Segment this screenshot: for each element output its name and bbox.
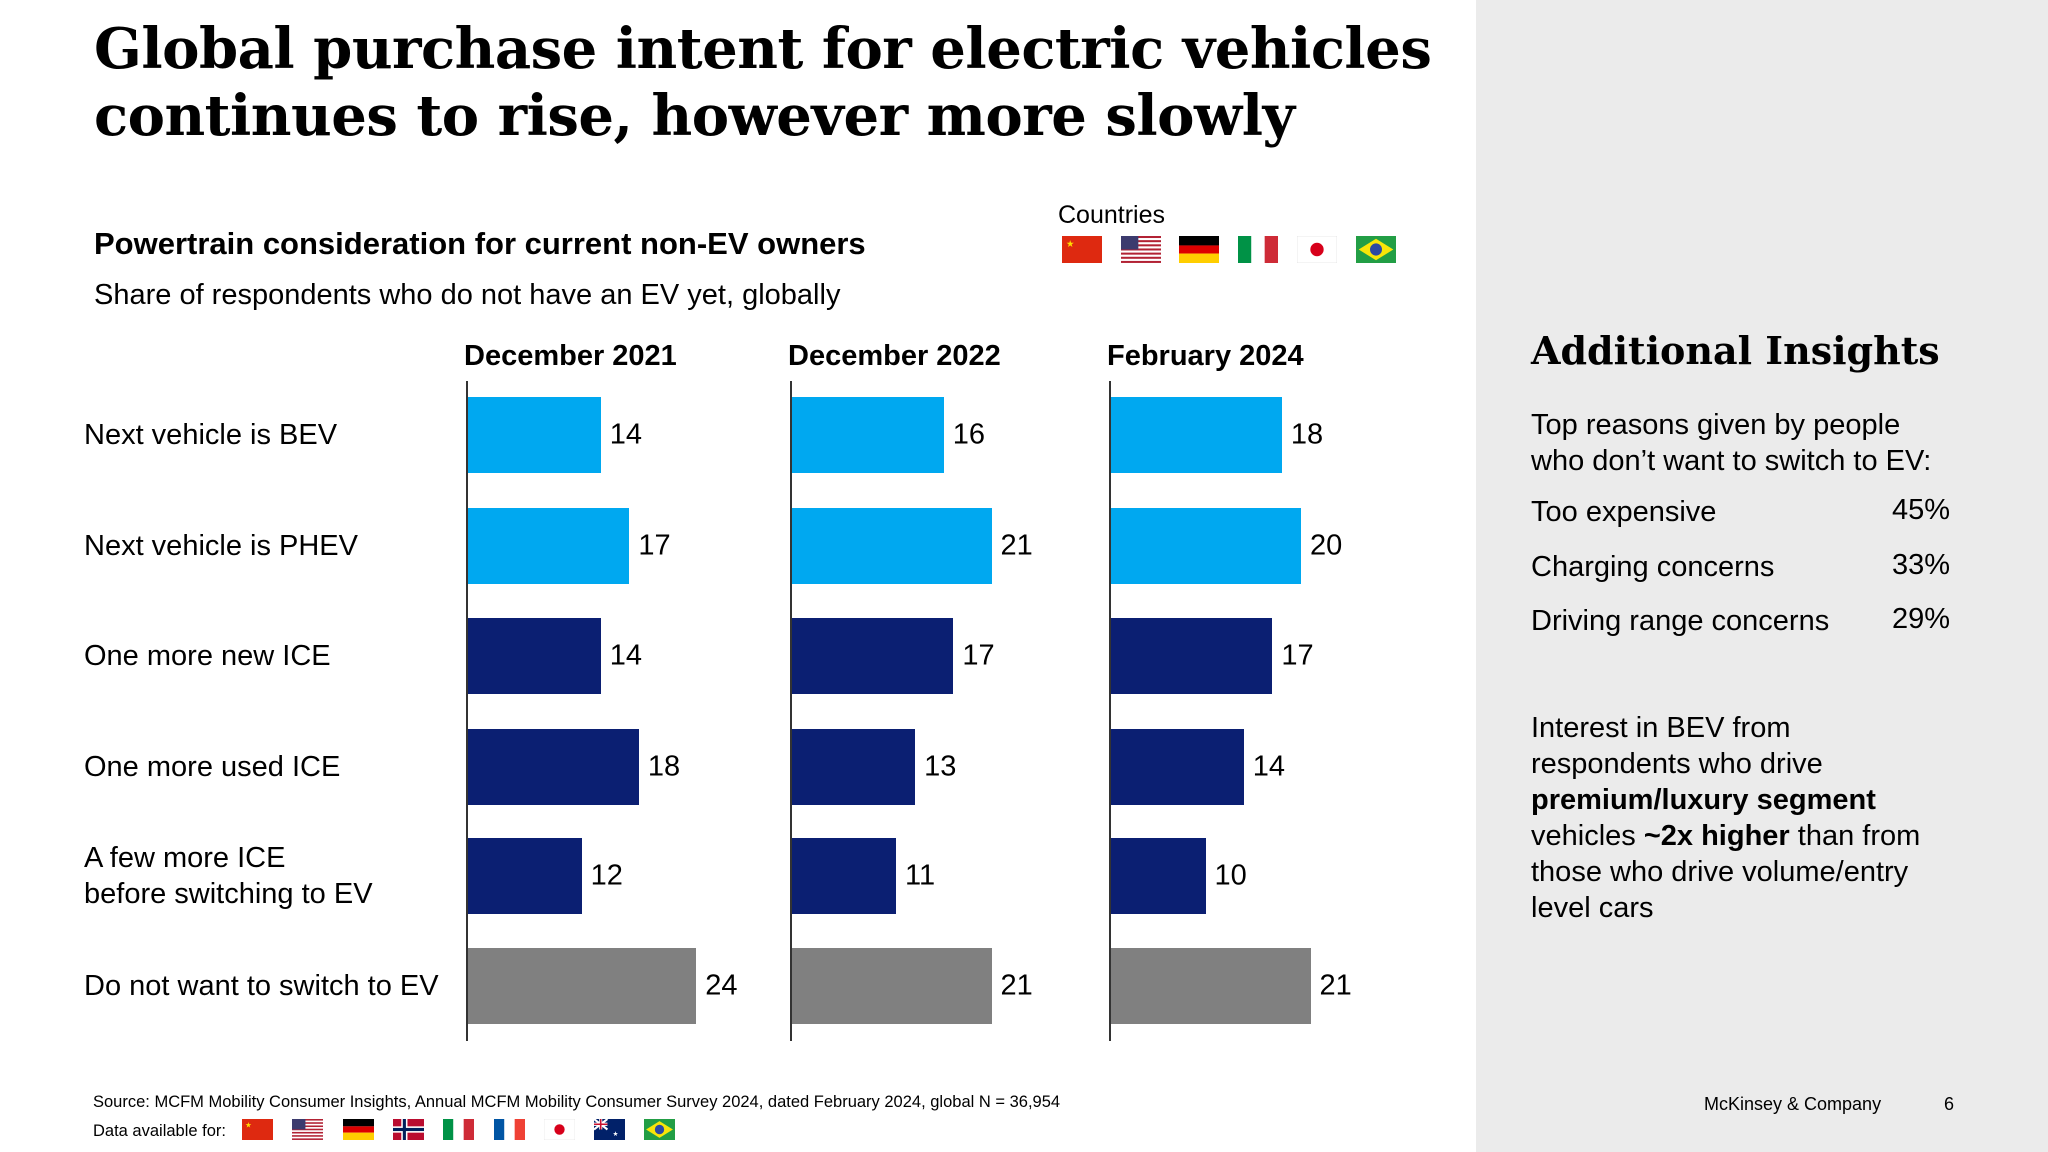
category-label: Next vehicle is BEV <box>84 419 338 451</box>
svg-text:★: ★ <box>245 1120 251 1129</box>
data-label: 14 <box>609 639 642 672</box>
source-note: Source: MCFM Mobility Consumer Insights,… <box>93 1093 1061 1111</box>
page-number: 6 <box>1944 1094 1955 1114</box>
data-label: 12 <box>590 859 623 892</box>
data-label: 11 <box>905 859 936 892</box>
data-label: 16 <box>952 418 986 451</box>
category-label: One more new ICE <box>84 640 331 672</box>
bar <box>791 838 897 914</box>
svg-text:★: ★ <box>1066 238 1074 249</box>
insights-paragraph: Interest in BEV from respondents who dri… <box>1531 710 1920 926</box>
para-line: respondents who drive <box>1531 748 1823 780</box>
bar <box>1110 397 1282 473</box>
reason-value: 29% <box>1891 603 1950 635</box>
bar <box>791 397 944 473</box>
para-bold: ~2x higher <box>1643 820 1790 852</box>
para-line: Interest in BEV from <box>1531 712 1791 744</box>
brazil-flag-icon <box>1355 236 1396 263</box>
germany-flag-icon <box>1179 236 1220 263</box>
bar <box>1110 729 1244 805</box>
title-line: Global purchase intent for electric vehi… <box>94 16 1432 82</box>
series-header: February 2024 <box>1107 340 1304 372</box>
data-label: 14 <box>609 418 642 451</box>
axis-line <box>790 381 792 1041</box>
data-label: 18 <box>647 750 681 783</box>
series-header: December 2021 <box>464 340 677 372</box>
insights-title: Additional Insights <box>1531 328 1940 373</box>
page-title: Global purchase intent for electric vehi… <box>94 16 1454 150</box>
para-line: premium/luxury segment <box>1531 784 1876 816</box>
para-line: level cars <box>1531 892 1654 924</box>
japan-flag-icon <box>543 1118 576 1141</box>
data-available-label: Data available for: <box>93 1122 226 1140</box>
category-label: Next vehicle is PHEV <box>84 530 358 562</box>
para-text: than from <box>1789 820 1921 852</box>
data-label: 17 <box>638 529 671 562</box>
category-label: Do not want to switch to EV <box>84 970 439 1002</box>
bar <box>791 948 992 1024</box>
title-line: continues to rise, however more slowly <box>94 83 1295 149</box>
usa-flag-icon <box>292 1119 324 1140</box>
brazil-flag-icon <box>644 1119 676 1140</box>
side-panel <box>1476 0 2048 1152</box>
intro-line: who don’t want to switch to EV: <box>1531 445 1932 477</box>
para-text: vehicles <box>1531 820 1644 852</box>
reason-label: Driving range concerns <box>1531 605 1830 637</box>
para-line: those who drive volume/entry <box>1531 856 1909 888</box>
data-label: 10 <box>1214 859 1247 892</box>
bar <box>791 729 916 805</box>
bar <box>467 729 639 805</box>
norway-flag-icon <box>392 1119 424 1140</box>
usa-flag-icon <box>1120 236 1161 263</box>
reason-value: 45% <box>1891 494 1950 526</box>
bar <box>791 508 992 584</box>
japan-flag-icon <box>1296 235 1338 264</box>
category-label: One more used ICE <box>84 751 341 783</box>
australia-flag-icon: ★ <box>593 1118 626 1140</box>
data-label: 21 <box>1000 529 1033 562</box>
axis-line <box>1109 381 1111 1041</box>
china-flag-icon: ★ <box>242 1119 273 1140</box>
france-flag-icon <box>493 1119 525 1140</box>
data-label: 21 <box>1000 969 1033 1002</box>
countries-label: Countries <box>1058 201 1165 229</box>
bar <box>467 838 582 914</box>
italy-flag-icon <box>1238 236 1279 263</box>
category-label: A few more ICE before switching to EV <box>84 842 373 910</box>
bar <box>467 397 601 473</box>
data-label: 21 <box>1319 969 1352 1002</box>
data-label: 17 <box>1281 639 1314 672</box>
bar <box>1110 838 1206 914</box>
axis-line <box>466 381 468 1041</box>
reason-label: Charging concerns <box>1531 550 1775 583</box>
series-header: December 2022 <box>788 340 1001 372</box>
reason-label: Too expensive <box>1531 496 1717 528</box>
bar <box>467 618 601 694</box>
data-label: 14 <box>1252 750 1285 783</box>
reason-value: 33% <box>1891 548 1950 581</box>
bar <box>467 508 630 584</box>
data-label: 24 <box>705 969 738 1002</box>
bar <box>1110 618 1273 694</box>
chart-title: Powertrain consideration for current non… <box>94 226 866 261</box>
para-line: vehicles ~2x higher than from <box>1531 818 1920 854</box>
data-label: 20 <box>1310 529 1343 562</box>
bar <box>1110 508 1301 584</box>
italy-flag-icon <box>443 1119 475 1140</box>
svg-text:★: ★ <box>613 1131 619 1138</box>
chart-subtitle: Share of respondents who do not have an … <box>94 279 841 311</box>
brand-name: McKinsey & Company <box>1704 1094 1882 1114</box>
data-label: 17 <box>962 639 995 672</box>
bar <box>1110 948 1311 1024</box>
germany-flag-icon <box>342 1119 374 1140</box>
intro-line: Top reasons given by people <box>1531 409 1901 441</box>
china-flag-icon: ★ <box>1062 236 1102 263</box>
data-label: 18 <box>1290 418 1324 451</box>
insights-intro: Top reasons given by people who don’t wa… <box>1531 407 1931 479</box>
data-label: 13 <box>924 750 957 783</box>
bar <box>791 618 954 694</box>
bar <box>467 948 697 1024</box>
